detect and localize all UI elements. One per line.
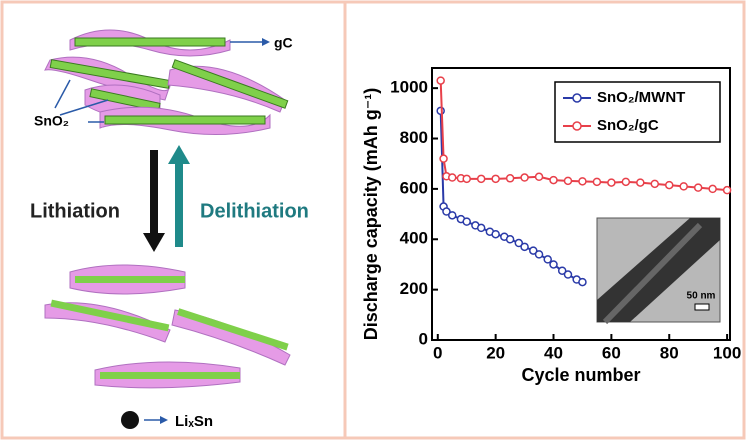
legend-marker — [573, 122, 581, 130]
data-point — [437, 107, 444, 114]
data-point — [492, 175, 499, 182]
data-point — [536, 251, 543, 258]
x-tick-label: 60 — [602, 343, 621, 362]
data-point — [492, 231, 499, 238]
data-point — [651, 180, 658, 187]
x-tick-label: 40 — [544, 343, 563, 362]
lithiation-label: Lithiation — [30, 200, 120, 222]
data-point — [463, 218, 470, 225]
y-tick-label: 800 — [400, 128, 428, 147]
data-point — [550, 261, 557, 268]
data-point — [622, 178, 629, 185]
x-tick-label: 0 — [433, 343, 442, 362]
data-point — [593, 178, 600, 185]
data-point — [536, 173, 543, 180]
data-point — [579, 279, 586, 286]
data-point — [680, 183, 687, 190]
inset-image — [597, 218, 720, 322]
x-tick-label: 80 — [660, 343, 679, 362]
data-point — [550, 177, 557, 184]
data-point — [507, 236, 514, 243]
data-point — [666, 182, 673, 189]
data-point — [449, 174, 456, 181]
data-point — [521, 174, 528, 181]
legend-marker — [573, 94, 581, 102]
data-point — [478, 224, 485, 231]
y-tick-label: 400 — [400, 229, 428, 248]
x-axis-label: Cycle number — [521, 365, 640, 385]
inset-label: 50 nm — [687, 291, 716, 302]
data-point — [521, 243, 528, 250]
data-point — [709, 185, 716, 192]
figure: gC SnO₂ Lithiation Delithiation LiₓSn 5 — [0, 0, 746, 440]
y-tick-label: 200 — [400, 279, 428, 298]
data-point — [724, 187, 731, 194]
data-point — [463, 175, 470, 182]
sno2-label: SnO₂ — [34, 113, 69, 129]
gc-label: gC — [274, 35, 293, 51]
data-point — [478, 175, 485, 182]
legend-label: SnO₂/MWNT — [597, 89, 685, 106]
y-tick-label: 0 — [419, 329, 428, 348]
data-point — [579, 178, 586, 185]
data-point — [637, 179, 644, 186]
data-point — [440, 155, 447, 162]
x-tick-label: 100 — [713, 343, 741, 362]
lixsn-label: LiₓSn — [175, 413, 213, 430]
data-point — [608, 179, 615, 186]
delithiation-label: Delithiation — [200, 200, 309, 222]
y-tick-label: 600 — [400, 178, 428, 197]
y-axis-label: Discharge capacity (mAh g⁻¹) — [361, 88, 381, 341]
legend-label: SnO₂/gC — [597, 117, 659, 134]
data-point — [695, 184, 702, 191]
x-tick-label: 20 — [486, 343, 505, 362]
data-point — [437, 77, 444, 84]
data-point — [564, 177, 571, 184]
data-point — [507, 175, 514, 182]
data-point — [449, 212, 456, 219]
data-point — [564, 271, 571, 278]
y-tick-label: 1000 — [390, 78, 428, 97]
